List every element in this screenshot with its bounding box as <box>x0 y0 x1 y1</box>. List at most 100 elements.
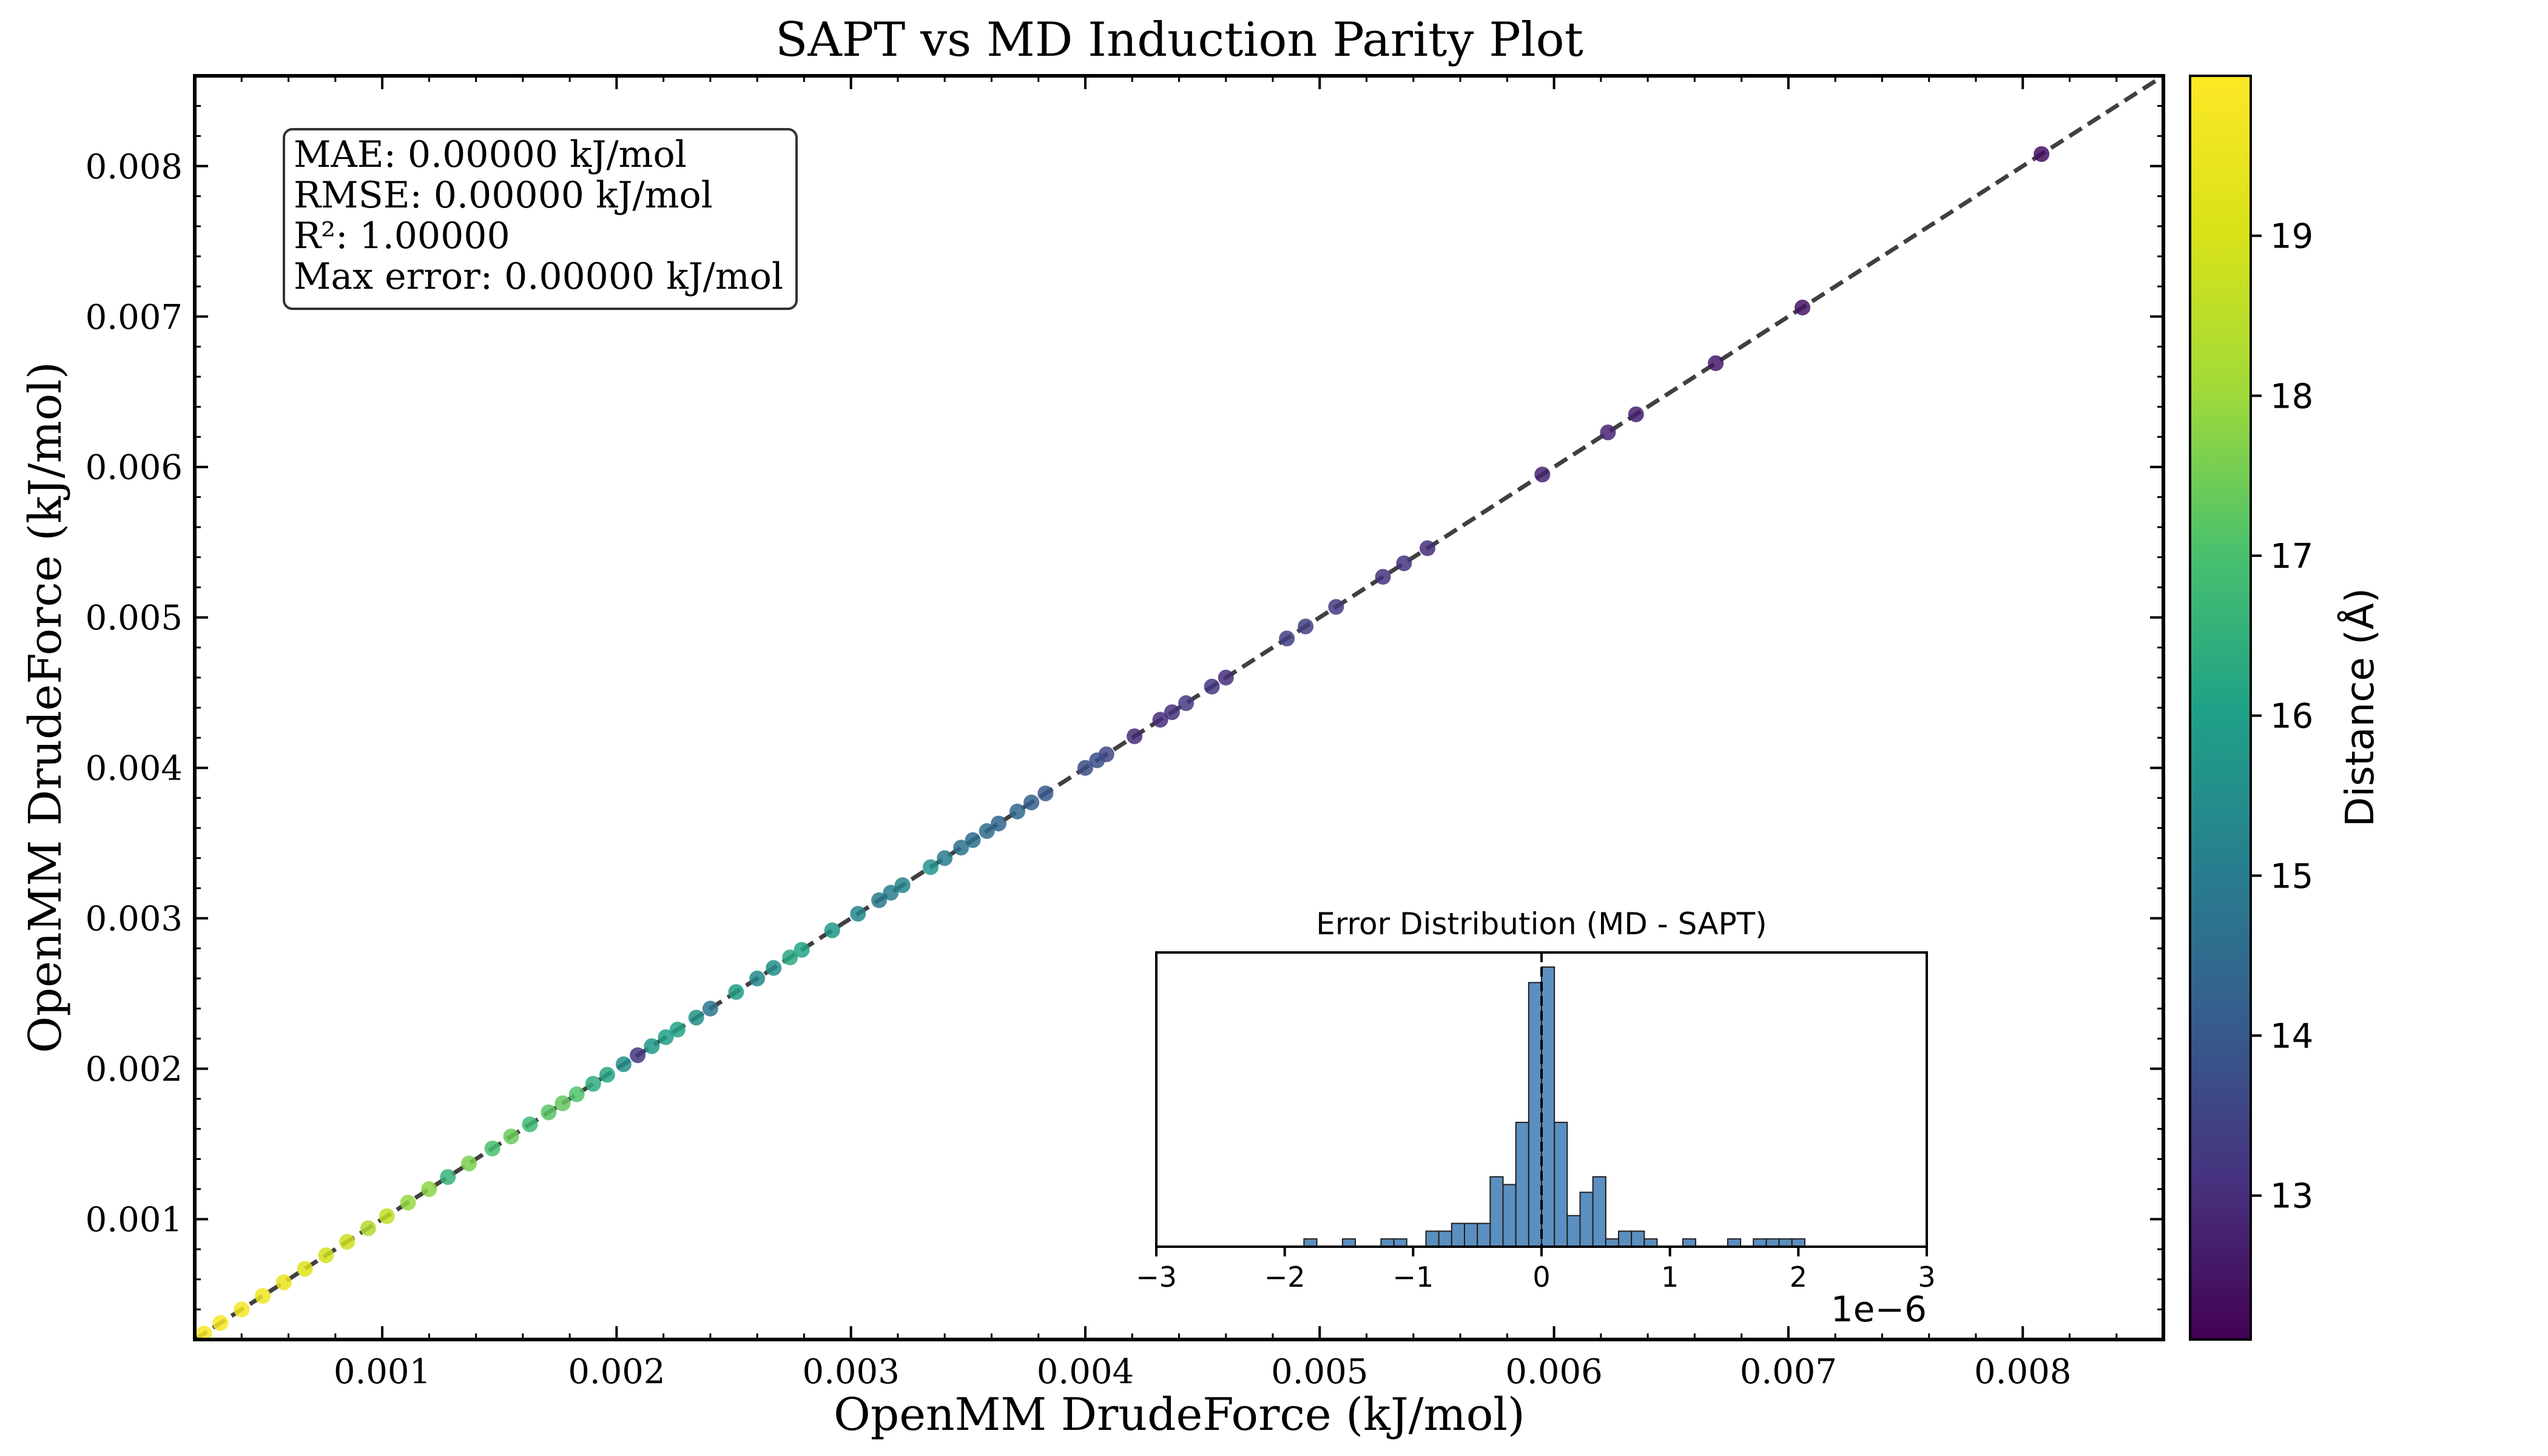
inset-x-tick-label: 0 <box>1532 1261 1550 1293</box>
scatter-point <box>1077 760 1093 776</box>
inset-title: Error Distribution (MD - SAPT) <box>1316 906 1767 942</box>
inset-x-tick-label: 1 <box>1661 1261 1679 1293</box>
scatter-point <box>503 1128 519 1145</box>
scatter-point <box>702 1000 718 1017</box>
scatter-point <box>522 1116 538 1133</box>
scatter-point <box>1178 695 1195 712</box>
stats-max-error: Max error: 0.00000 kJ/mol <box>294 255 783 298</box>
scatter-point <box>782 949 798 966</box>
scatter-point <box>794 942 810 958</box>
scatter-point <box>883 885 899 901</box>
scatter-point <box>421 1181 437 1198</box>
scatter-point <box>379 1208 395 1224</box>
parity-points <box>196 146 2050 1340</box>
scatter-point <box>766 960 782 976</box>
y-tick-label: 0.003 <box>86 900 183 939</box>
stats-mae: MAE: 0.00000 kJ/mol <box>294 133 687 176</box>
y-tick-label: 0.007 <box>86 298 183 337</box>
scatter-point <box>1152 712 1168 728</box>
scatter-point <box>871 892 888 908</box>
colorbar-tick-label: 16 <box>2270 697 2313 736</box>
scatter-point <box>1419 540 1435 556</box>
scatter-point <box>541 1104 557 1121</box>
scatter-point <box>850 906 866 922</box>
scatter-point <box>937 850 953 866</box>
y-tick-label: 0.005 <box>86 599 183 638</box>
histogram-bar <box>1477 1222 1491 1248</box>
colorbar-tick-label: 14 <box>2270 1017 2313 1056</box>
scatter-point <box>965 832 981 848</box>
histogram-bar <box>1592 1176 1606 1247</box>
scatter-point <box>1600 424 1616 440</box>
histogram-bar <box>1451 1222 1465 1248</box>
scatter-point <box>979 823 995 839</box>
inset-x-tick-label: 3 <box>1918 1261 1935 1293</box>
scatter-point <box>1708 355 1724 371</box>
scatter-point <box>749 970 766 986</box>
scatter-point <box>688 1009 704 1026</box>
scatter-point <box>1795 299 1811 315</box>
chart-title: SAPT vs MD Induction Parity Plot <box>775 13 1583 67</box>
scatter-point <box>568 1086 585 1102</box>
x-tick-label: 0.006 <box>1505 1352 1602 1392</box>
scatter-point <box>1023 794 1040 811</box>
scatter-point <box>318 1247 334 1264</box>
scatter-point <box>658 1029 674 1045</box>
x-tick-label: 0.001 <box>334 1352 431 1392</box>
y-tick-label: 0.006 <box>86 448 183 488</box>
y-tick-label: 0.004 <box>86 749 183 789</box>
colorbar-tick-label: 13 <box>2270 1177 2313 1216</box>
scatter-point <box>1009 803 1025 820</box>
y-axis-label: OpenMM DrudeForce (kJ/mol) <box>19 362 72 1053</box>
inset-x-tick-label: −3 <box>1136 1261 1177 1293</box>
scatter-point <box>630 1047 646 1063</box>
x-tick-label: 0.007 <box>1740 1352 1837 1392</box>
scatter-point <box>1396 555 1412 571</box>
scatter-point <box>1298 618 1314 635</box>
stats-rmse: RMSE: 0.00000 kJ/mol <box>294 174 713 217</box>
scatter-point <box>585 1076 601 1092</box>
main-axis-ticks: 0.001 0.002 0.003 0.004 0.005 0.006 0.007 0.008… <box>86 75 2165 1392</box>
scatter-point <box>297 1261 313 1277</box>
colorbar-ticks: 13 14 15 16 17 18 19 <box>2251 217 2313 1216</box>
histogram-bar <box>1515 1122 1529 1247</box>
scatter-point <box>991 815 1007 832</box>
inset-offset-label: 1e−6 <box>1831 1289 1927 1330</box>
histogram-bar <box>1438 1230 1452 1248</box>
histogram-bar <box>1618 1230 1633 1248</box>
scatter-point <box>1127 728 1143 744</box>
histogram-bar <box>1464 1222 1478 1248</box>
histogram-bar <box>1579 1191 1594 1247</box>
histogram-bar <box>1631 1230 1645 1248</box>
x-tick-label: 0.002 <box>568 1352 665 1392</box>
x-tick-label: 0.003 <box>803 1352 900 1392</box>
stats-box: MAE: 0.00000 kJ/mol RMSE: 0.00000 kJ/mol… <box>283 128 798 310</box>
inset-x-tick-label: −1 <box>1392 1261 1434 1293</box>
colorbar-tick-label: 19 <box>2270 217 2313 257</box>
scatter-point <box>360 1220 376 1236</box>
parity-reference-line <box>195 76 2163 1340</box>
scatter-point <box>669 1022 686 1038</box>
inset-axis-ticks: −3 −2 −1 0 1 2 3 <box>1136 1247 1936 1293</box>
x-tick-label: 0.005 <box>1271 1352 1368 1392</box>
scatter-point <box>196 1326 212 1340</box>
histogram-bar <box>1528 982 1542 1247</box>
inset-x-tick-label: −2 <box>1264 1261 1306 1293</box>
scatter-point <box>484 1141 500 1157</box>
histogram-bar <box>1566 1215 1581 1248</box>
inset-x-tick-label: 2 <box>1790 1261 1807 1293</box>
main-plot-frame <box>193 74 2165 1341</box>
scatter-point <box>644 1038 660 1054</box>
colorbar-tick-label: 17 <box>2270 537 2313 576</box>
scatter-point <box>1164 704 1180 720</box>
histogram-bar <box>1425 1230 1440 1248</box>
scatter-point <box>1218 669 1234 686</box>
x-tick-label: 0.008 <box>1974 1352 2071 1392</box>
scatter-point <box>2034 146 2050 162</box>
scatter-point <box>1204 678 1220 695</box>
scatter-point <box>554 1095 571 1111</box>
scatter-point <box>460 1155 477 1171</box>
scatter-point <box>400 1195 416 1211</box>
scatter-point <box>1037 785 1054 801</box>
scatter-point <box>1375 568 1391 585</box>
